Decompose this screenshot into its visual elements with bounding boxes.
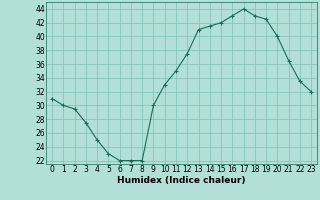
X-axis label: Humidex (Indice chaleur): Humidex (Indice chaleur)	[117, 176, 246, 185]
